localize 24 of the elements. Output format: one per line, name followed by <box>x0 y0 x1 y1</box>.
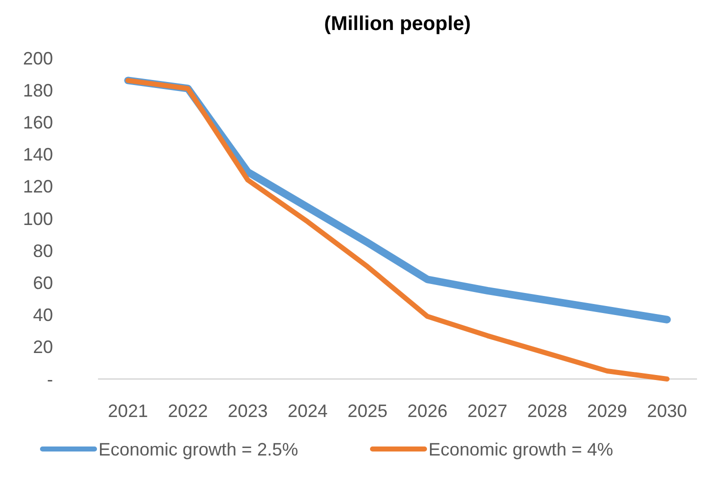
x-tick-label: 2021 <box>108 401 148 421</box>
x-tick-label: 2027 <box>467 401 508 421</box>
y-tick-label: 60 <box>32 273 53 293</box>
x-tick-label: 2029 <box>587 401 628 421</box>
y-tick-label: 100 <box>22 208 53 229</box>
x-tick-label: 2028 <box>527 401 568 421</box>
legend-label: Economic growth = 4% <box>428 439 614 460</box>
y-tick-label: 40 <box>32 305 53 326</box>
legend-label: Economic growth = 2.5% <box>98 439 298 460</box>
x-tick-label: 2025 <box>348 401 388 421</box>
x-tick-label: 2030 <box>647 401 688 421</box>
y-tick-label: - <box>47 369 53 390</box>
y-tick-label: 120 <box>22 176 53 197</box>
x-tick-label: 2023 <box>228 401 268 421</box>
chart-title: (Million people) <box>324 13 471 35</box>
x-tick-label: 2024 <box>288 401 328 421</box>
y-tick-label: 80 <box>32 240 53 261</box>
x-tick-label: 2026 <box>407 401 448 421</box>
y-tick-label: 20 <box>32 337 53 358</box>
x-tick-label: 2022 <box>168 401 208 421</box>
y-tick-label: 140 <box>22 144 53 165</box>
y-tick-label: 160 <box>22 112 53 132</box>
y-tick-label: 180 <box>22 80 53 100</box>
y-tick-label: 200 <box>22 48 53 68</box>
